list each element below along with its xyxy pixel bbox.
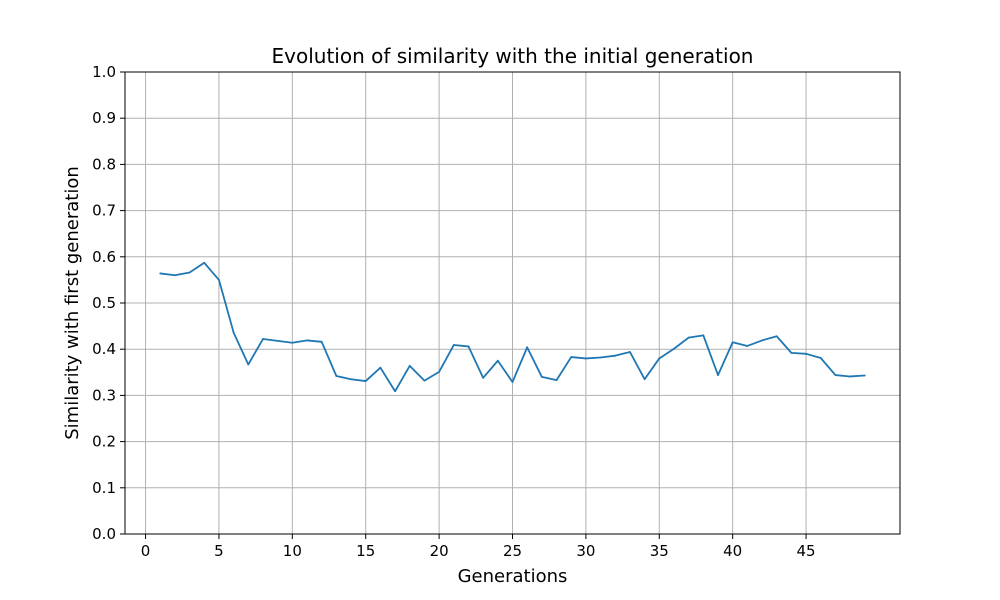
data-point: [731, 341, 734, 344]
data-point: [438, 370, 441, 373]
y-tick-label: 1.0: [92, 63, 116, 81]
x-tick-label: 25: [503, 542, 522, 560]
data-point: [350, 378, 352, 381]
data-point: [687, 336, 690, 339]
y-tick-label: 0.3: [92, 386, 116, 404]
data-point: [291, 341, 294, 344]
data-point: [673, 347, 675, 350]
data-point: [599, 356, 602, 359]
ticks: 0 5 10 15 20 25 30 35 40 45 0.0 0.1 0.2 0.3 0.4 0.5 0.6 0…: [92, 63, 815, 560]
data-point: [702, 334, 705, 337]
data-point: [379, 366, 382, 369]
y-tick-label: 0.6: [92, 248, 116, 266]
data-point: [834, 374, 837, 376]
y-tick-label: 0.4: [92, 340, 116, 358]
data-point: [540, 376, 543, 378]
data-point: [364, 380, 367, 382]
y-tick-label: 0.0: [92, 525, 116, 543]
data-point: [306, 339, 308, 342]
data-point: [819, 357, 822, 359]
data-point: [452, 344, 455, 346]
y-tick-label: 0.2: [92, 433, 116, 451]
data-point: [394, 390, 396, 393]
y-tick-label: 0.7: [92, 202, 116, 220]
data-point: [159, 272, 162, 275]
x-tick-label: 35: [650, 542, 669, 560]
x-tick-label: 45: [797, 542, 816, 560]
x-tick-label: 5: [214, 542, 224, 560]
plot-frame: [124, 71, 901, 535]
series-layer: [159, 261, 866, 393]
data-point: [717, 374, 719, 376]
data-point: [761, 339, 763, 342]
data-point: [423, 379, 426, 382]
x-tick-label: 20: [430, 542, 449, 560]
data-point: [614, 354, 617, 357]
data-point: [511, 381, 514, 383]
data-point: [496, 359, 499, 362]
data-point: [188, 271, 191, 274]
x-tick-label: 40: [723, 542, 742, 560]
data-point: [849, 375, 851, 378]
data-point: [335, 375, 338, 377]
x-tick-label: 10: [283, 542, 302, 560]
data-point: [658, 357, 661, 360]
data-point: [482, 376, 485, 379]
data-point: [555, 379, 558, 382]
y-tick-label: 0.5: [92, 294, 116, 312]
grid: [125, 71, 900, 535]
x-tick-label: 30: [576, 542, 595, 560]
y-tick-label: 0.9: [92, 109, 116, 127]
x-tick-label: 0: [141, 542, 151, 560]
data-point: [790, 351, 793, 354]
data-point: [320, 340, 323, 343]
data-point: [584, 357, 587, 360]
data-point: [408, 364, 411, 367]
data-point: [262, 338, 264, 340]
data-point: [863, 374, 866, 377]
data-point: [232, 331, 235, 334]
x-tick-label: 15: [356, 542, 375, 560]
data-point: [775, 335, 778, 338]
data-point: [746, 345, 749, 347]
data-point: [218, 279, 220, 281]
data-point: [629, 351, 631, 353]
y-tick-label: 0.1: [92, 479, 116, 497]
y-axis-label: Similarity with first generation: [62, 166, 83, 440]
y-tick-label: 0.8: [92, 155, 116, 173]
data-point: [174, 274, 176, 277]
x-axis-label: Generations: [458, 566, 568, 587]
chart-title: Evolution of similarity with the initial…: [272, 44, 754, 68]
data-point: [526, 346, 529, 349]
data-point: [805, 352, 807, 355]
data-point: [467, 345, 470, 348]
data-point: [570, 356, 573, 358]
data-point: [643, 378, 646, 381]
data-point: [276, 339, 279, 342]
data-point: [203, 261, 206, 264]
data-point: [247, 363, 250, 366]
